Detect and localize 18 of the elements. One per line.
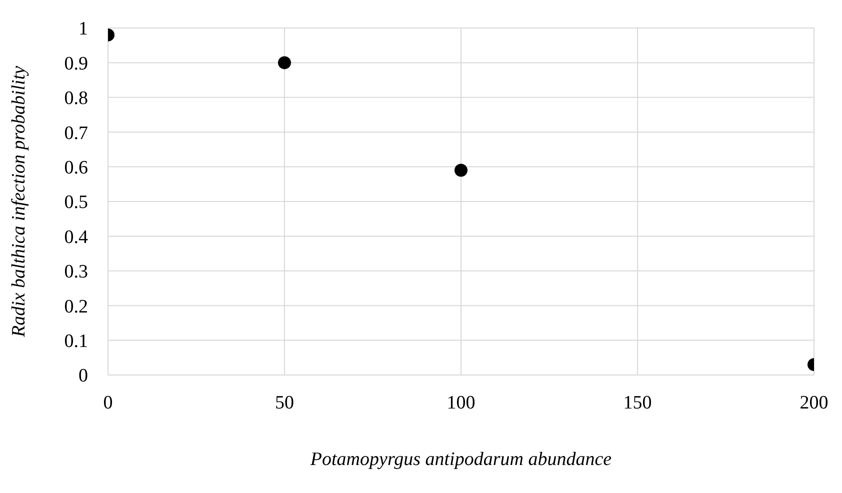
y-tick-label: 0 xyxy=(78,366,88,387)
y-tick-label: 0.3 xyxy=(64,262,88,283)
x-tick-label: 100 xyxy=(446,392,476,414)
y-tick-label: 0.6 xyxy=(64,158,88,179)
y-tick-label: 0.7 xyxy=(64,122,88,144)
y-tick-label: 0.1 xyxy=(64,331,88,352)
y-tick-label: 0.8 xyxy=(64,88,88,110)
x-tick-label: 150 xyxy=(623,392,652,414)
y-tick-label: 0.9 xyxy=(64,53,88,74)
x-tick-label: 0 xyxy=(103,392,113,414)
y-tick-label: 0.5 xyxy=(64,192,88,214)
x-axis-title: Potamopyrgus antipodarum abundance xyxy=(309,449,612,470)
y-tick-label: 1 xyxy=(78,18,88,40)
y-tick-label: 0.2 xyxy=(64,296,88,318)
y-axis-title: Radix balthica infection probability xyxy=(8,65,30,338)
x-tick-label: 200 xyxy=(800,392,828,414)
x-tick-label: 50 xyxy=(275,392,294,414)
y-tick-label: 0.4 xyxy=(64,226,88,248)
